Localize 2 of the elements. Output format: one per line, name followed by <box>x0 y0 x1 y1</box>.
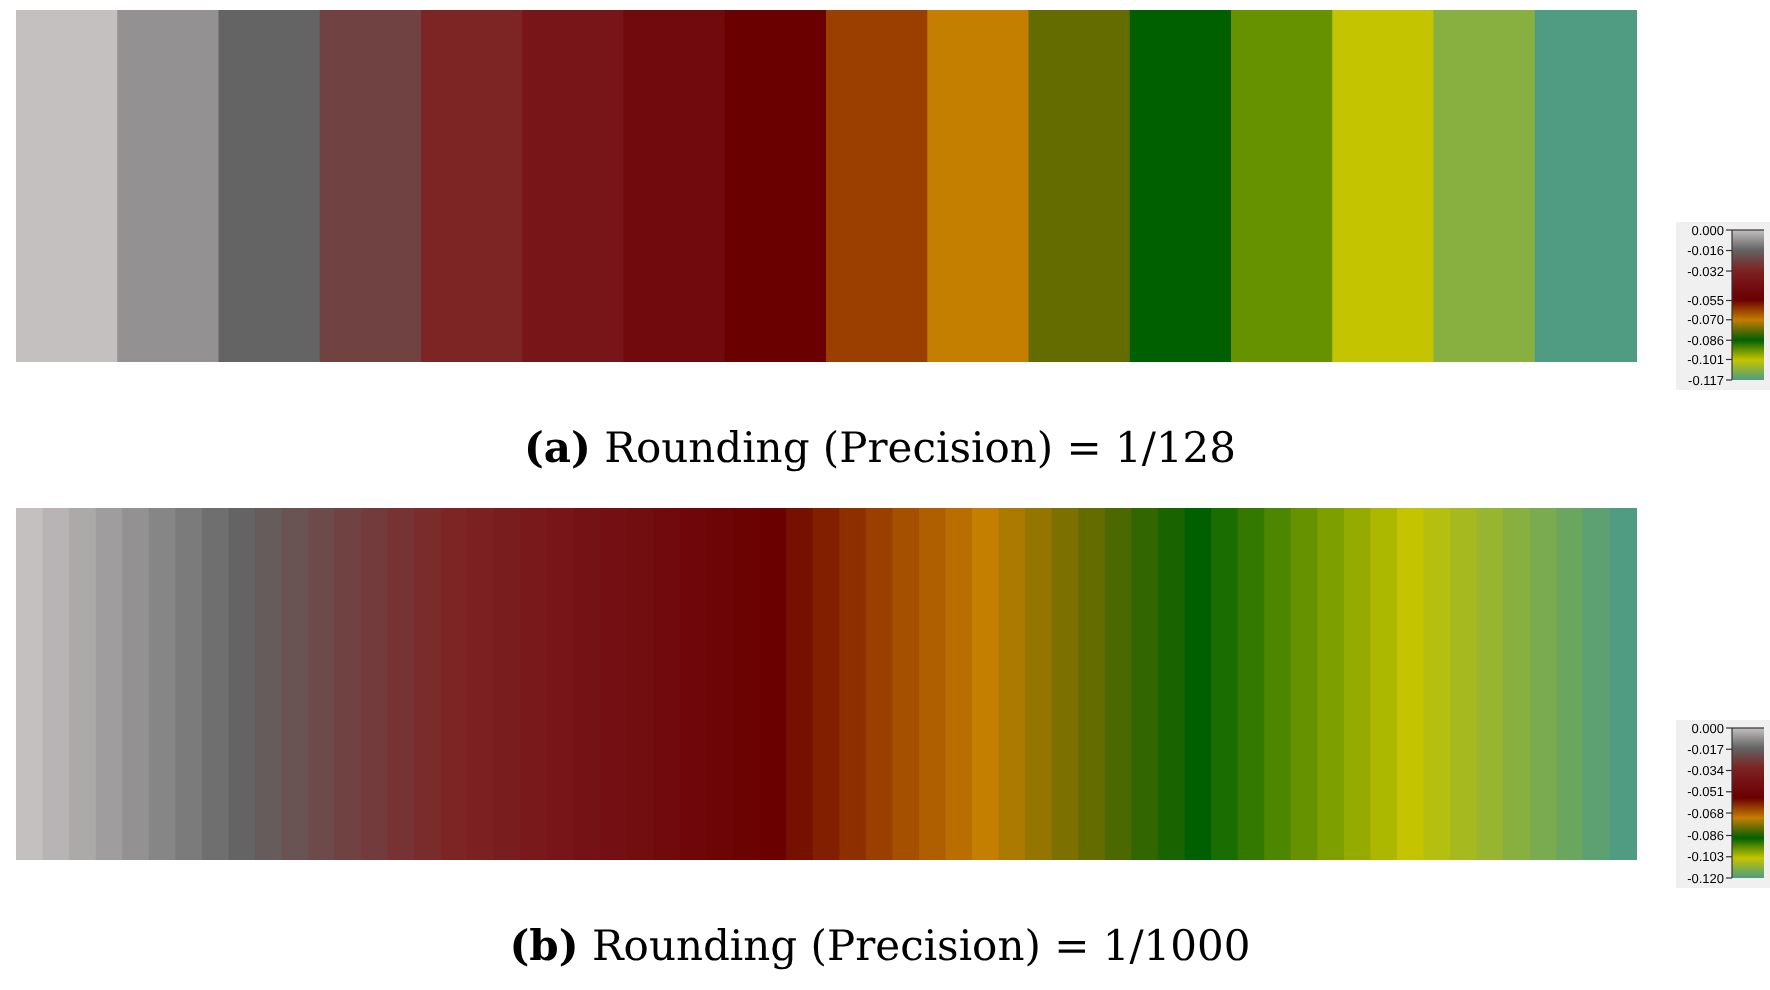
text: (a) Rounding (Precision) = 1/128 <box>523 422 1237 472</box>
text: (b) Rounding (Precision) = 1/1000 <box>509 920 1251 970</box>
